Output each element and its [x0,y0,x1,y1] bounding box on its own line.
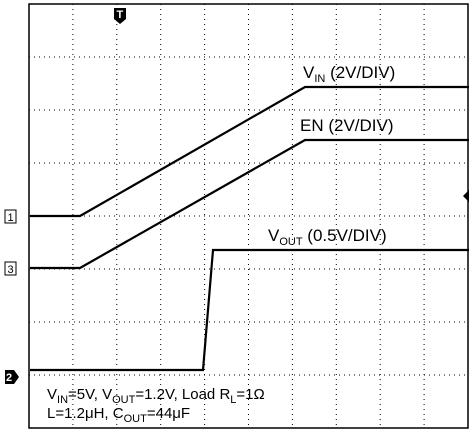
subscript: IN [57,394,68,406]
text: L=1.2μH, C [47,405,124,422]
subscript: OUT [112,394,136,406]
text: =1.2V, Load R [135,386,230,403]
trigger-marker: T [114,8,126,24]
footnote-line1: VIN=5V, VOUT=1.2V, Load RL=1Ω [47,386,265,406]
vout-label: VOUT (0.5V/DIV) [268,226,387,248]
text: =1Ω [236,386,264,403]
ch2-marker: 2 [5,370,19,384]
grid [28,3,469,429]
trigger-level [463,190,469,202]
vout-trace [30,248,469,372]
svg-text:1: 1 [8,212,14,224]
subscript: L [230,394,236,406]
text: =5V, V [68,386,112,403]
vin-trace [30,85,469,218]
svg-text:T: T [117,9,124,21]
footnote-line2: L=1.2μH, COUT=44μF [47,405,190,425]
subscript: OUT [124,413,148,425]
text: =44μF [147,405,190,422]
en-label: EN (2V/DIV) [300,116,394,135]
svg-text:2: 2 [6,372,12,384]
vin-label: VIN (2V/DIV) [303,63,395,85]
svg-text:3: 3 [8,264,14,276]
ch1-marker: 1 [4,209,17,224]
en-trace [30,138,469,270]
text: V [47,386,57,403]
ch3-marker: 3 [4,261,17,276]
